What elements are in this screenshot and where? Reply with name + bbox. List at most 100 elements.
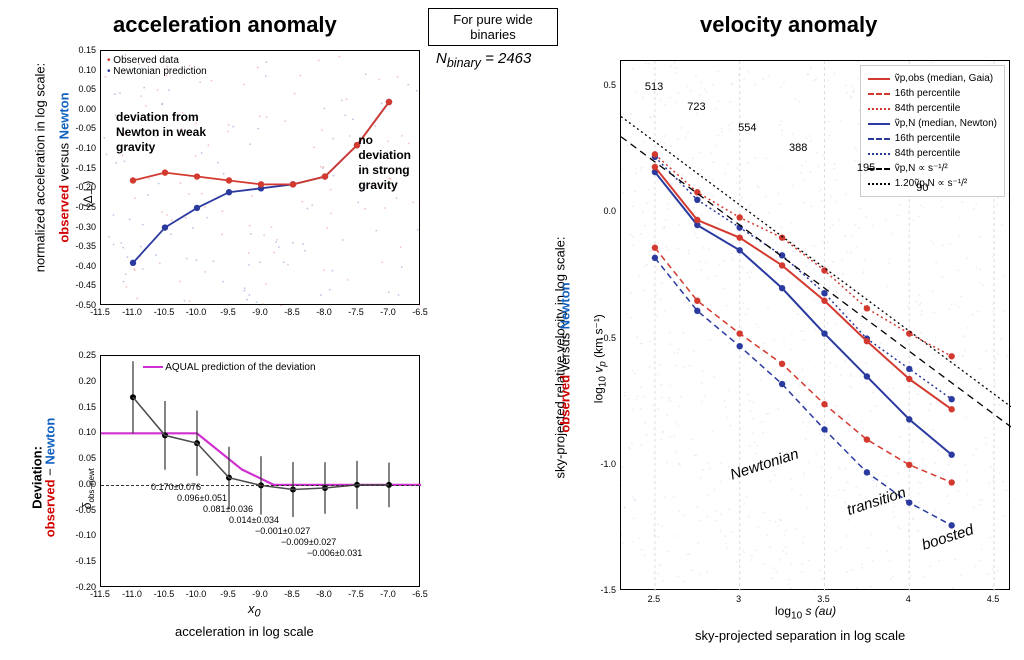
- xtick: -6.5: [412, 307, 428, 317]
- rl8: 1.20ṽp,N ∝ s⁻¹/²: [895, 176, 967, 191]
- box-header: For pure wide binaries: [428, 8, 558, 46]
- r-vs: versus: [558, 329, 573, 375]
- ytick: -1.0: [588, 459, 616, 469]
- ytick: 0.15: [68, 402, 96, 412]
- tl-2: Newtonian prediction: [113, 66, 206, 77]
- rl3: 84th percentile: [895, 101, 961, 116]
- xtick: 3.5: [817, 594, 830, 604]
- b-newt: Newton: [43, 418, 58, 465]
- yaxis-bot-line2: observed − Newton: [43, 388, 58, 568]
- ytick: -0.30: [68, 222, 96, 232]
- xtick: 3: [736, 594, 741, 604]
- xtick: 4: [906, 594, 911, 604]
- xtick: -9.0: [252, 589, 268, 599]
- rl1: ṽp,obs (median, Gaia): [895, 71, 993, 86]
- ytick: -0.05: [68, 123, 96, 133]
- ytick: 0.05: [68, 84, 96, 94]
- xtick: -8.5: [284, 307, 300, 317]
- xls-b: 0: [255, 608, 261, 620]
- tt2d: gravity: [358, 178, 411, 193]
- yaxis-top-line1: normalized acceleration in log scale:: [33, 43, 48, 293]
- bot-chart-svg: [101, 356, 421, 588]
- ytick: -0.10: [68, 143, 96, 153]
- xtick: -7.0: [380, 307, 396, 317]
- xrs-a: log: [775, 604, 791, 618]
- bin-count: 195: [857, 162, 875, 174]
- tt1b: Newton in weak: [116, 125, 206, 140]
- nbin-val: = 2463: [485, 50, 531, 67]
- xtick: -6.5: [412, 589, 428, 599]
- r-ld: p: [598, 361, 609, 367]
- top-legend: • Observed data • Newtonian prediction: [107, 55, 207, 77]
- bin-count: 90: [916, 182, 928, 194]
- bin-count: 554: [738, 122, 756, 134]
- xtick: 2.5: [648, 594, 661, 604]
- ytick: -0.25: [68, 202, 96, 212]
- xaxis-right: sky-projected separation in log scale: [695, 628, 905, 643]
- xrs-c: s (au): [802, 604, 836, 618]
- r-la: log: [591, 387, 605, 403]
- xtick: -9.0: [252, 307, 268, 317]
- xtick: -7.5: [348, 589, 364, 599]
- ytick: -0.5: [588, 333, 616, 343]
- r-lc: v: [591, 367, 605, 376]
- bot-legend: AQUAL prediction of the deviation: [143, 362, 316, 373]
- ytick: -0.45: [68, 280, 96, 290]
- xtick: -8.0: [316, 589, 332, 599]
- dev-value: 0.014±0.034: [229, 515, 279, 525]
- ytick: 0.25: [68, 350, 96, 360]
- right-chart: ṽp,obs (median, Gaia) 16th percentile 84…: [620, 60, 1010, 590]
- tl-1: Observed data: [113, 55, 179, 66]
- ytick: 0.10: [68, 65, 96, 75]
- ytick: -0.15: [68, 556, 96, 566]
- tt2b: deviation: [358, 148, 411, 163]
- ytick: -0.40: [68, 261, 96, 271]
- xtick: -11.5: [90, 589, 110, 599]
- ytick: 0.10: [68, 427, 96, 437]
- xtick: -11.0: [122, 589, 142, 599]
- ytick: 0.00: [68, 479, 96, 489]
- xtick: -11.0: [122, 307, 142, 317]
- bl-1: AQUAL prediction of the deviation: [165, 362, 315, 373]
- ytick: 0.20: [68, 376, 96, 386]
- xtick: -10.0: [186, 589, 207, 599]
- bot-ylabel-sym: δobs−newt: [80, 439, 96, 509]
- tt1c: gravity: [116, 140, 206, 155]
- top-text1: deviation from Newton in weak gravity: [116, 110, 206, 155]
- dev-value: −0.009±0.027: [281, 537, 336, 547]
- xtick: -10.5: [154, 307, 175, 317]
- right-legend: ṽp,obs (median, Gaia) 16th percentile 84…: [860, 65, 1005, 197]
- ytick: 0.00: [68, 104, 96, 114]
- rl2: 16th percentile: [895, 86, 961, 101]
- ytick: 0.0: [588, 206, 616, 216]
- ytick: 0.15: [68, 45, 96, 55]
- bin-count: 513: [645, 81, 663, 93]
- left-title: acceleration anomaly: [113, 12, 337, 38]
- dev-value: 0.081±0.036: [203, 504, 253, 514]
- xtick: -7.5: [348, 307, 364, 317]
- b-min: −: [43, 465, 58, 480]
- dev-value: −0.001±0.027: [255, 526, 310, 536]
- xaxis-right-sym: log10 s (au): [775, 604, 836, 621]
- ytick: 0.5: [588, 80, 616, 90]
- xtick: -8.0: [316, 307, 332, 317]
- top-text2: no deviation in strong gravity: [358, 133, 411, 193]
- dev-value: 0.096±0.051: [177, 493, 227, 503]
- rl5: 16th percentile: [895, 131, 961, 146]
- bin-count: 723: [687, 101, 705, 113]
- nbin-n: N: [436, 50, 447, 67]
- ytick: -0.35: [68, 241, 96, 251]
- tt2a: no: [358, 133, 411, 148]
- right-title: velocity anomaly: [700, 12, 877, 38]
- ytick: -0.10: [68, 530, 96, 540]
- xrs-b: 10: [791, 610, 802, 621]
- r-newt: Newton: [558, 282, 573, 329]
- xtick: -8.5: [284, 589, 300, 599]
- xtick: -10.0: [186, 307, 207, 317]
- nbin-sub: binary: [447, 56, 481, 70]
- xtick: -9.5: [220, 589, 236, 599]
- bot-zero-line: [101, 485, 419, 486]
- xaxis-left: acceleration in log scale: [175, 624, 314, 639]
- ytick: -0.05: [68, 505, 96, 515]
- xaxis-left-sym: x0: [248, 601, 261, 620]
